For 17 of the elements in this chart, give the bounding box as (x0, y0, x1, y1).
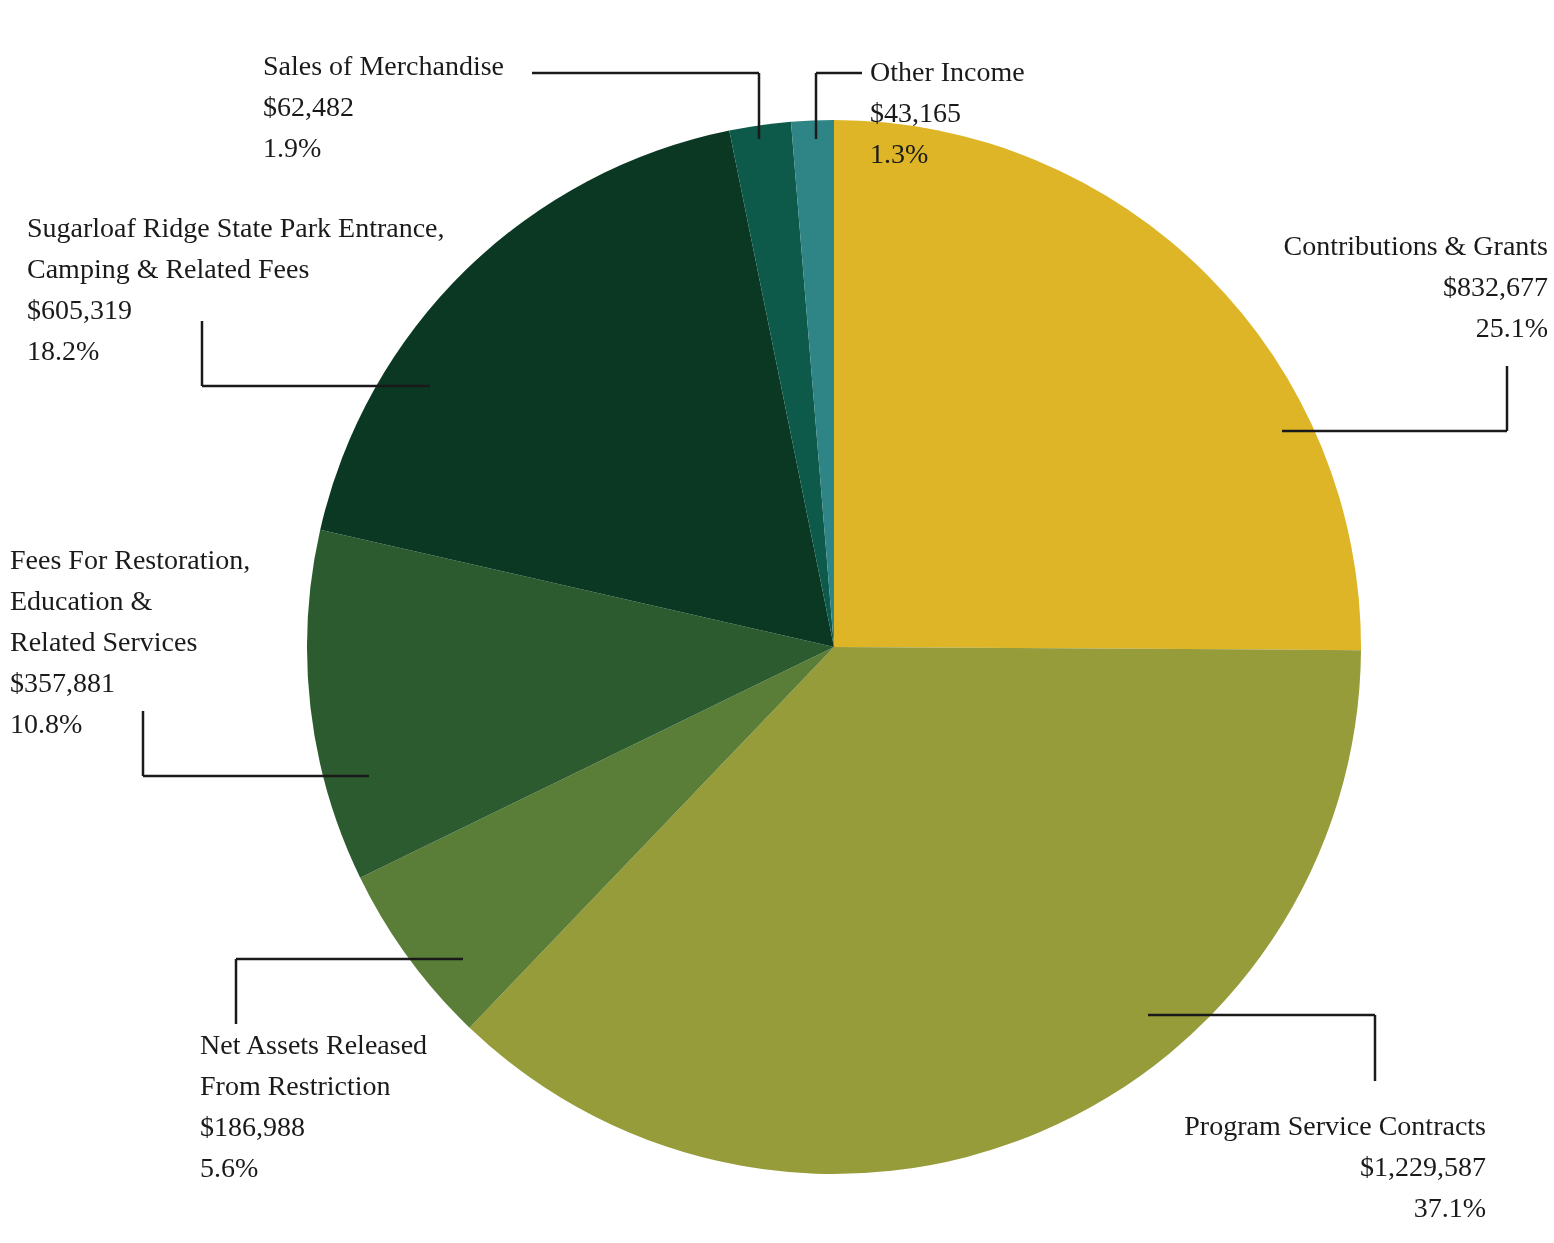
data-label: $186,988 5.6% (200, 1111, 305, 1183)
slice-label: Fees For Restoration, Education & Related Services (10, 544, 251, 657)
slice-label: Sugarloaf Ridge State Park Entrance, Camping & Related Fees (27, 212, 445, 284)
pie-slice (360, 647, 834, 1028)
data-label: $43,165 1.3% (870, 97, 961, 169)
slice-label: Program Service Contracts (1184, 1110, 1486, 1141)
pie-slice (729, 121, 834, 647)
slice-label: Other Income (870, 56, 1025, 87)
data-label: $62,482 1.9% (263, 91, 354, 163)
data-label: $832,677 25.1% (1443, 271, 1548, 343)
pie-slice (307, 529, 834, 878)
slice-label: Contributions & Grants (1283, 230, 1548, 261)
data-label: $1,229,587 37.1% (1360, 1151, 1486, 1223)
slice-label: Net Assets Released From Restriction (200, 1029, 428, 1101)
slice-label: Sales of Merchandise (263, 50, 505, 81)
data-label: $605,319 18.2% (27, 294, 132, 366)
data-label: $357,881 10.8% (10, 667, 115, 739)
